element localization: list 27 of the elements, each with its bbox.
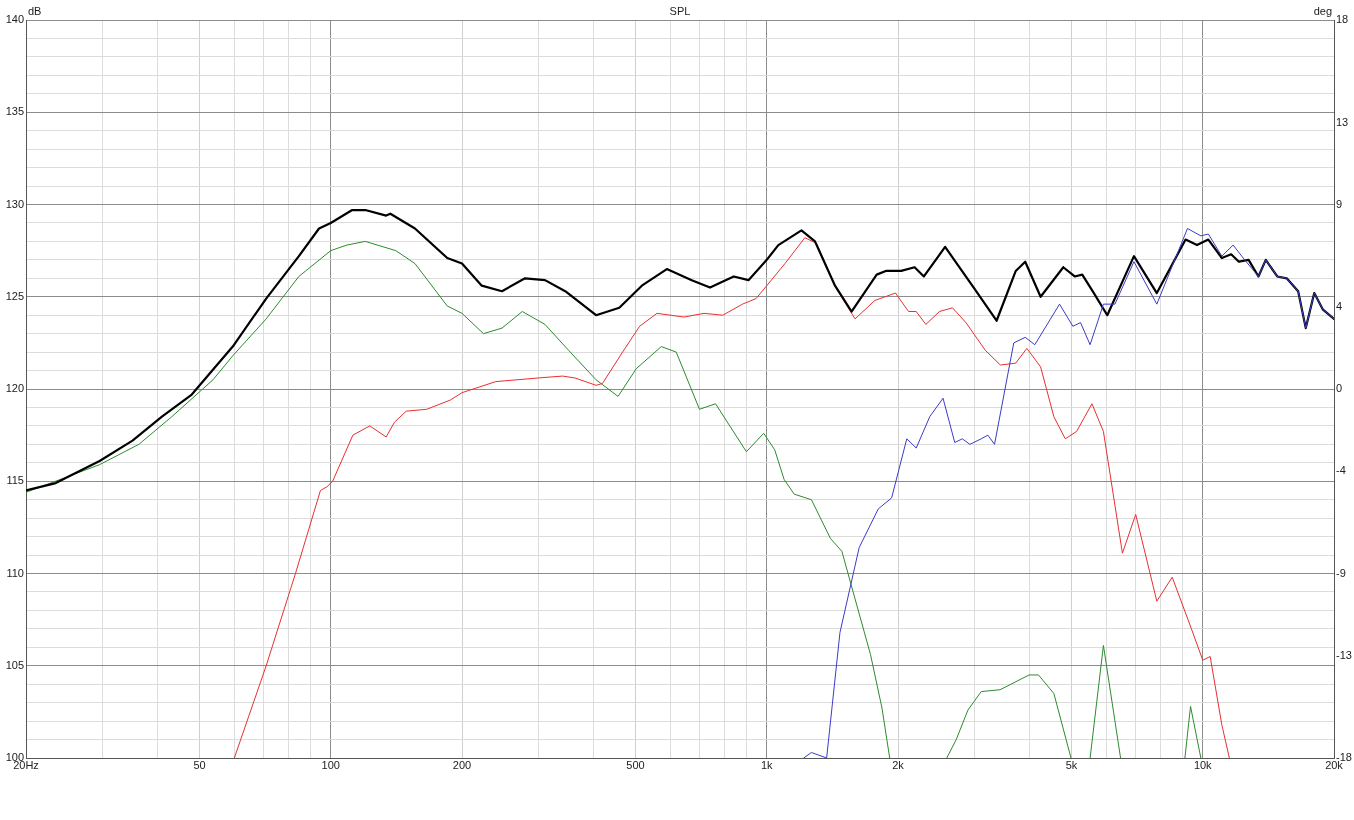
x-tick-label: 50 [193,758,206,771]
x-tick-label: 5k [1065,758,1078,771]
y2-tick-label: 13 [1336,115,1349,128]
x-tick-label: 1k [760,758,774,771]
y-axis-title: dB [28,4,42,17]
x-tick-label: 200 [452,758,472,771]
y-tick-label: 115 [6,474,24,487]
y2-tick-label: -9 [1336,566,1346,579]
x-tick-label: 2k [892,758,905,771]
y-tick-label: 125 [5,289,24,302]
y-tick-label: 135 [5,105,24,118]
x-tick-label: 100 [321,758,340,771]
chart-title: SPL [669,4,691,17]
y2-tick-label: -13 [1336,648,1352,661]
y-tick-label: 120 [5,382,24,395]
y-tick-label: 140 [5,13,24,26]
y2-tick-label: 4 [1336,300,1343,313]
x-tick-label: 10k [1193,758,1213,771]
y2-tick-label: 0 [1336,382,1343,395]
y2-axis-title: deg [1313,4,1332,17]
y2-tick-label: -4 [1336,464,1346,477]
y2-tick-label: 18 [1336,13,1349,26]
x-tick-label: 500 [626,758,645,771]
y-tick-label: 110 [6,566,24,579]
y-tick-label: 105 [5,658,24,671]
y-tick-label: 130 [5,197,24,210]
y2-tick-label: 9 [1336,197,1343,210]
